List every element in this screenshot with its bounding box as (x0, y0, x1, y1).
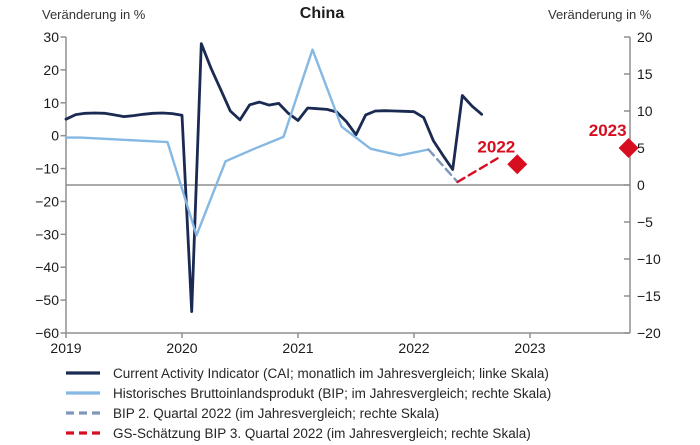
right-tick-label: 5 (637, 140, 645, 156)
left-tick-label: −50 (35, 292, 59, 308)
left-tick-label: −10 (35, 161, 59, 177)
right-tick-label: −5 (637, 214, 653, 230)
chart-title: China (299, 5, 345, 22)
right-tick-label: 20 (637, 29, 653, 45)
right-tick-label: −20 (637, 325, 661, 341)
legend-swatch-cai (66, 371, 100, 375)
legend-item-cai: Current Activity Indicator (CAI; monatli… (65, 363, 551, 383)
left-tick-label: 0 (51, 128, 59, 144)
x-tick-label: 2021 (282, 340, 313, 356)
legend-label: BIP 2. Quartal 2022 (im Jahresvergleich;… (113, 405, 440, 421)
forecast-label-2022: 2022 (477, 137, 515, 156)
legend-label: GS-Schätzung BIP 3. Quartal 2022 (im Jah… (113, 425, 531, 441)
right-tick-label: 0 (637, 177, 645, 193)
forecast-diamond-2022 (507, 154, 528, 175)
legend-label: Current Activity Indicator (CAI; monatli… (113, 365, 549, 381)
legend-swatch-gs-schaetzung-q3-2022 (66, 431, 100, 435)
left-tick-label: 30 (43, 29, 59, 45)
x-tick-label: 2023 (514, 340, 545, 356)
left-tick-label: −30 (35, 226, 59, 242)
x-tick-label: 2020 (166, 340, 197, 356)
right-axis-title: Veränderung in % (548, 7, 652, 22)
cai-line (64, 42, 484, 314)
legend-item-bip-q2-2022: BIP 2. Quartal 2022 (im Jahresvergleich;… (65, 403, 551, 423)
left-tick-label: −20 (35, 193, 59, 209)
forecast-diamond-2023 (618, 138, 639, 158)
bip-q2-2022-line (427, 148, 459, 184)
left-axis-title: Veränderung in % (42, 7, 146, 22)
legend-item-gdp-historical: Historisches Bruttoinlandsprodukt (BIP; … (65, 383, 551, 403)
forecast-label-2023: 2023 (589, 121, 627, 140)
legend-item-gs-schaetzung-q3-2022: GS-Schätzung BIP 3. Quartal 2022 (im Jah… (65, 423, 551, 443)
left-tick-label: −60 (35, 325, 59, 341)
left-tick-label: −40 (35, 259, 59, 275)
left-tick-label: 20 (43, 62, 59, 78)
right-tick-label: −15 (637, 288, 661, 304)
x-tick-label: 2022 (398, 340, 429, 356)
right-tick-label: 15 (637, 66, 653, 82)
legend-swatch-gdp-historical (66, 391, 100, 395)
legend: Current Activity Indicator (CAI; monatli… (65, 363, 551, 443)
x-tick-label: 2019 (50, 340, 81, 356)
left-tick-label: 10 (43, 95, 59, 111)
legend-label: Historisches Bruttoinlandsprodukt (BIP; … (113, 385, 552, 401)
right-tick-label: 10 (637, 103, 653, 119)
legend-swatch-bip-q2-2022 (66, 411, 100, 415)
right-tick-label: −10 (637, 251, 661, 267)
gdp-historical-line (64, 48, 430, 237)
plot-area: 30 20 10 0 −10 −20 −30 −40 −50 −60 20 15 10 5 0 −5 −10 −1… (35, 29, 661, 356)
gs-schaetzung-q3-2022-line (456, 157, 499, 184)
